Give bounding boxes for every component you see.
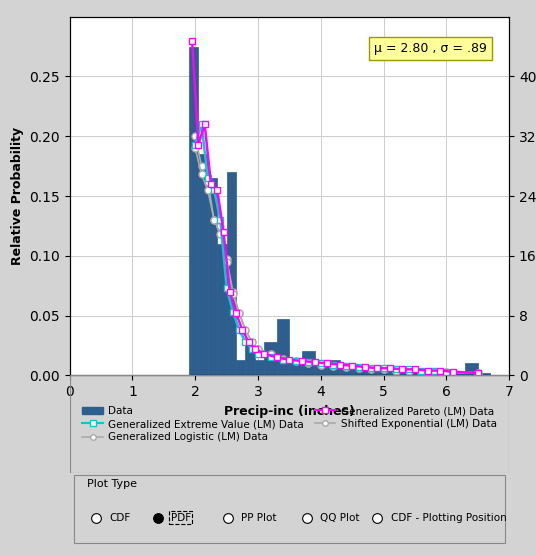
Text: μ = 2.80 , σ = .89: μ = 2.80 , σ = .89: [374, 42, 487, 55]
Bar: [217, 244, 227, 375]
Legend: Data, Generalized Extreme Value (LM) Data, Generalized Logistic (LM) Data, Gener: Data, Generalized Extreme Value (LM) Dat…: [77, 401, 502, 448]
Bar: [208, 178, 217, 375]
Bar: [352, 366, 365, 375]
Bar: [315, 360, 327, 375]
Text: CDF - Plotting Position: CDF - Plotting Position: [391, 513, 507, 523]
Bar: [302, 351, 315, 375]
Text: PDF: PDF: [171, 513, 191, 523]
Bar: [440, 369, 453, 375]
Bar: [189, 47, 198, 375]
Bar: [428, 369, 440, 375]
Bar: [415, 369, 428, 375]
Bar: [245, 340, 255, 375]
Bar: [340, 364, 352, 375]
Bar: [465, 364, 478, 375]
Bar: [327, 360, 340, 375]
Bar: [453, 372, 465, 375]
Bar: [255, 360, 264, 375]
Bar: [289, 360, 302, 375]
Text: Plot Type: Plot Type: [87, 479, 137, 489]
Bar: [377, 367, 390, 375]
Bar: [198, 154, 208, 375]
Text: PP Plot: PP Plot: [241, 513, 277, 523]
Text: QQ Plot: QQ Plot: [320, 513, 360, 523]
X-axis label: Precip-inc (inches): Precip-inc (inches): [224, 405, 355, 418]
Bar: [236, 360, 245, 375]
Bar: [227, 172, 236, 375]
Bar: [478, 373, 490, 375]
Text: CDF: CDF: [109, 513, 130, 523]
Bar: [264, 342, 277, 375]
Bar: [403, 369, 415, 375]
Bar: [277, 319, 289, 375]
Bar: [390, 369, 403, 375]
Y-axis label: Relative Probability: Relative Probability: [11, 127, 24, 265]
Bar: [365, 366, 377, 375]
